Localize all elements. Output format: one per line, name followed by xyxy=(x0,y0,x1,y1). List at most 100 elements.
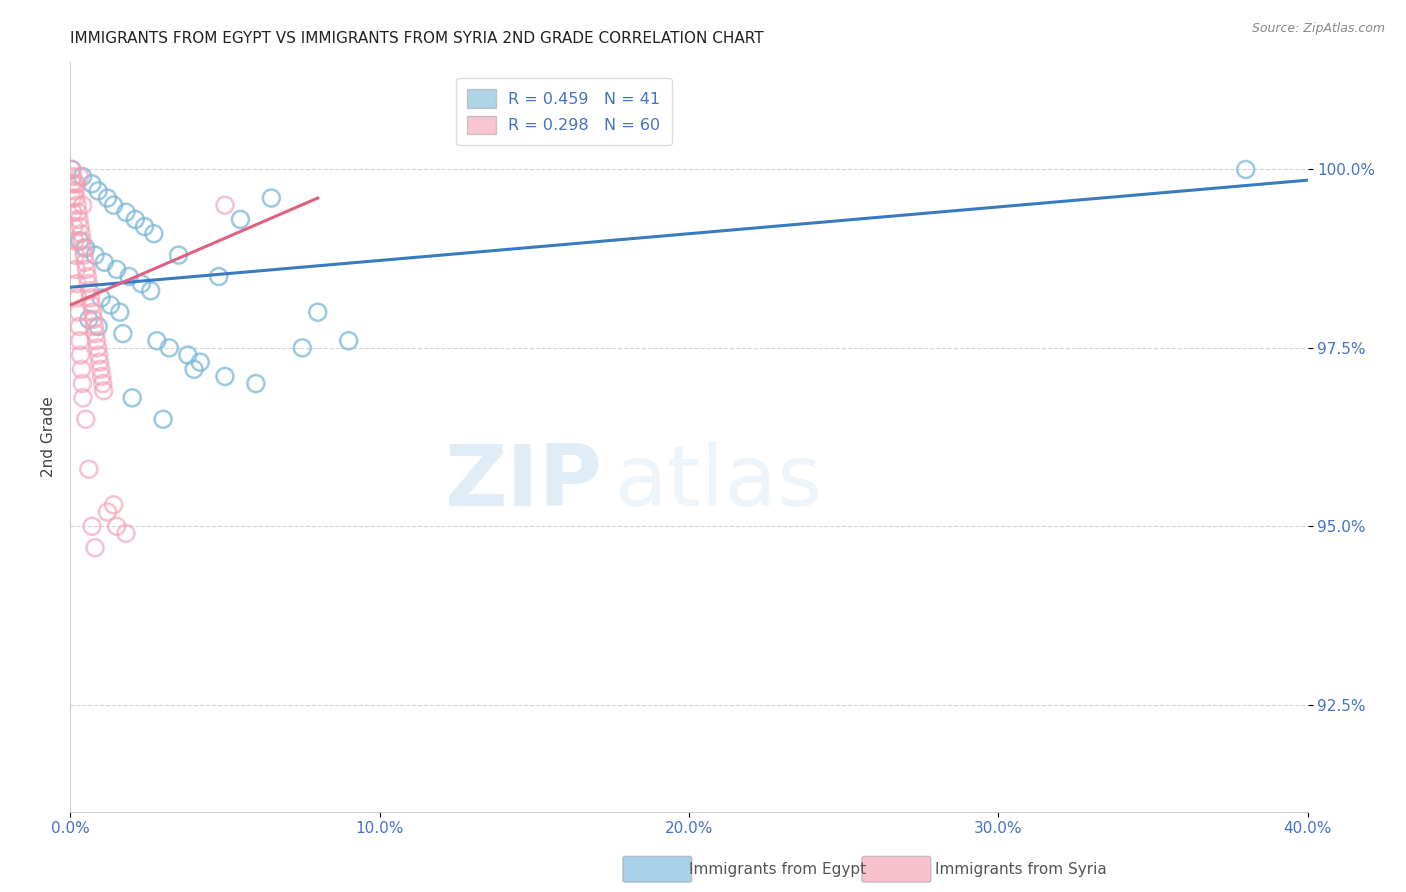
Point xyxy=(84,248,107,262)
Point xyxy=(70,234,93,248)
Point xyxy=(167,248,190,262)
Point xyxy=(69,234,91,248)
Point xyxy=(139,284,162,298)
Point xyxy=(157,341,180,355)
Point xyxy=(96,191,118,205)
Point xyxy=(65,177,87,191)
Point xyxy=(67,305,90,319)
Point xyxy=(62,169,84,184)
Point xyxy=(84,541,107,555)
Point xyxy=(142,227,165,241)
Point xyxy=(1234,162,1257,177)
Point xyxy=(83,319,105,334)
Point xyxy=(82,312,105,326)
Point xyxy=(67,212,90,227)
Point xyxy=(67,319,90,334)
Point xyxy=(66,277,89,291)
Point xyxy=(72,198,94,212)
Text: IMMIGRANTS FROM EGYPT VS IMMIGRANTS FROM SYRIA 2ND GRADE CORRELATION CHART: IMMIGRANTS FROM EGYPT VS IMMIGRANTS FROM… xyxy=(70,31,763,46)
Point xyxy=(76,269,98,284)
Point xyxy=(86,334,108,348)
Point xyxy=(87,184,110,198)
Point xyxy=(146,334,169,348)
Point xyxy=(80,298,103,312)
Point xyxy=(131,277,153,291)
Point xyxy=(60,162,83,177)
Point xyxy=(89,355,111,369)
Point xyxy=(115,205,138,219)
Point xyxy=(82,305,104,319)
Point xyxy=(177,348,200,362)
Point xyxy=(69,334,91,348)
Point xyxy=(63,184,86,198)
Point xyxy=(93,255,115,269)
Point xyxy=(75,255,97,269)
Y-axis label: 2nd Grade: 2nd Grade xyxy=(41,397,56,477)
Point xyxy=(66,198,89,212)
Point xyxy=(105,262,128,277)
Point xyxy=(90,362,112,376)
Point xyxy=(66,291,89,305)
Point xyxy=(63,234,86,248)
Point xyxy=(80,177,103,191)
Point xyxy=(105,519,128,533)
Point xyxy=(72,391,94,405)
Point xyxy=(62,205,84,219)
Point xyxy=(65,262,87,277)
Point xyxy=(65,191,87,205)
Point xyxy=(72,241,94,255)
Point xyxy=(103,498,125,512)
Point xyxy=(70,227,93,241)
Point xyxy=(75,241,97,255)
Text: ZIP: ZIP xyxy=(444,441,602,524)
Point xyxy=(214,198,236,212)
Point xyxy=(75,412,97,426)
Point xyxy=(93,384,115,398)
Point xyxy=(69,169,91,184)
Point xyxy=(124,212,146,227)
Point xyxy=(91,376,114,391)
Point xyxy=(69,348,91,362)
Point xyxy=(70,362,93,376)
Point xyxy=(260,191,283,205)
Point xyxy=(69,219,91,234)
Point xyxy=(62,219,84,234)
Point xyxy=(111,326,134,341)
Point xyxy=(87,319,110,334)
Point xyxy=(245,376,267,391)
Point xyxy=(152,412,174,426)
Point xyxy=(108,305,131,319)
Point xyxy=(79,284,101,298)
Point xyxy=(90,291,112,305)
Point xyxy=(90,369,112,384)
Point xyxy=(73,248,96,262)
Point xyxy=(307,305,329,319)
Point xyxy=(134,219,156,234)
Point xyxy=(79,291,101,305)
Text: Immigrants from Syria: Immigrants from Syria xyxy=(935,863,1107,877)
Point xyxy=(77,312,100,326)
Point xyxy=(84,326,107,341)
Point xyxy=(63,177,86,191)
Point xyxy=(115,526,138,541)
Point xyxy=(100,298,122,312)
Legend: R = 0.459   N = 41, R = 0.298   N = 60: R = 0.459 N = 41, R = 0.298 N = 60 xyxy=(456,78,672,145)
Point xyxy=(65,248,87,262)
Point xyxy=(86,341,108,355)
Text: atlas: atlas xyxy=(614,441,823,524)
Point xyxy=(77,462,100,476)
Point xyxy=(337,334,360,348)
Point xyxy=(75,262,97,277)
Point xyxy=(121,391,143,405)
Point xyxy=(118,269,141,284)
Point xyxy=(291,341,314,355)
Point xyxy=(103,198,125,212)
Point xyxy=(208,269,231,284)
Point xyxy=(67,205,90,219)
Text: Source: ZipAtlas.com: Source: ZipAtlas.com xyxy=(1251,22,1385,36)
Point xyxy=(229,212,252,227)
Point xyxy=(77,277,100,291)
Point xyxy=(72,169,94,184)
Text: Immigrants from Egypt: Immigrants from Egypt xyxy=(689,863,866,877)
Point xyxy=(87,348,110,362)
